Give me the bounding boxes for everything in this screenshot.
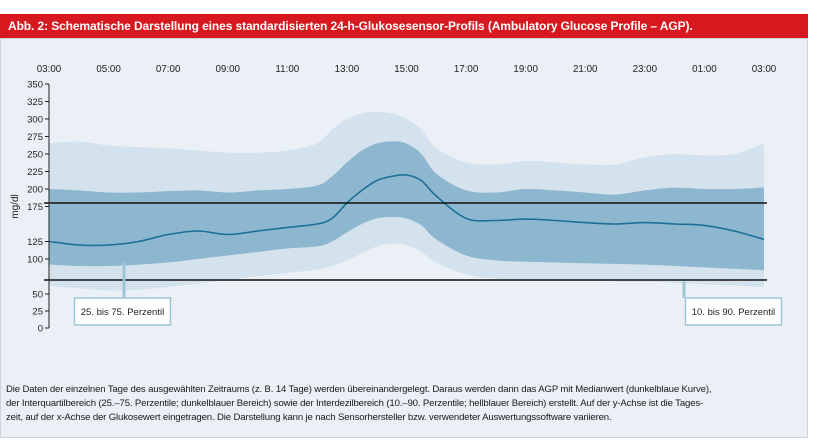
y-tick-label: 350 [27, 80, 43, 91]
y-tick-label: 175 [27, 202, 43, 213]
annotation-label: 25. bis 75. Perzentil [81, 307, 164, 318]
x-tick-label: 01:00 [692, 64, 717, 75]
x-tick-label: 17:00 [454, 64, 479, 75]
y-tick-label: 100 [27, 255, 43, 266]
x-tick-label: 19:00 [513, 64, 538, 75]
y-tick-label: 125 [27, 237, 43, 248]
x-tick-label: 11:00 [275, 64, 299, 75]
y-tick-label: 50 [32, 290, 43, 301]
y-axis-label: mg/dl [10, 194, 21, 218]
band-25-75-percentile [49, 141, 764, 271]
x-tick-label: 03:00 [37, 64, 62, 75]
median-line [48, 173, 765, 247]
y-tick-label: 25 [32, 307, 43, 318]
y-tick-label: 200 [27, 185, 43, 196]
caption-line-1: Die Daten der einzelnen Tage des ausgewä… [6, 384, 712, 395]
x-tick-label: 23:00 [633, 64, 658, 75]
figure-title: Abb. 2: Schematische Darstellung eines s… [0, 14, 808, 38]
y-tick-label: 0 [38, 324, 43, 335]
figure-caption: Die Daten der einzelnen Tage des ausgewä… [6, 383, 806, 425]
y-tick-label: 250 [27, 150, 43, 161]
x-tick-label: 05:00 [96, 64, 121, 75]
y-tick-label: 225 [27, 167, 43, 178]
x-tick-label: 21:00 [573, 64, 598, 75]
y-tick-label: 275 [27, 132, 43, 143]
y-tick-label: 300 [27, 115, 43, 126]
caption-line-2: der Interquartilbereich (25.–75. Perzent… [6, 398, 704, 409]
x-tick-label: 15:00 [394, 64, 419, 75]
annotation-label: 10. bis 90. Perzentil [692, 307, 775, 318]
x-tick-label: 13:00 [335, 64, 360, 75]
caption-line-3: zeit, auf der x-Achse der Glukosewert ei… [6, 412, 612, 423]
x-tick-label: 09:00 [215, 64, 240, 75]
x-tick-label: 03:00 [752, 64, 777, 75]
annotation-box [684, 297, 783, 326]
annotation-box [73, 297, 172, 326]
y-tick-label: 325 [27, 97, 43, 108]
x-tick-label: 07:00 [156, 64, 181, 75]
